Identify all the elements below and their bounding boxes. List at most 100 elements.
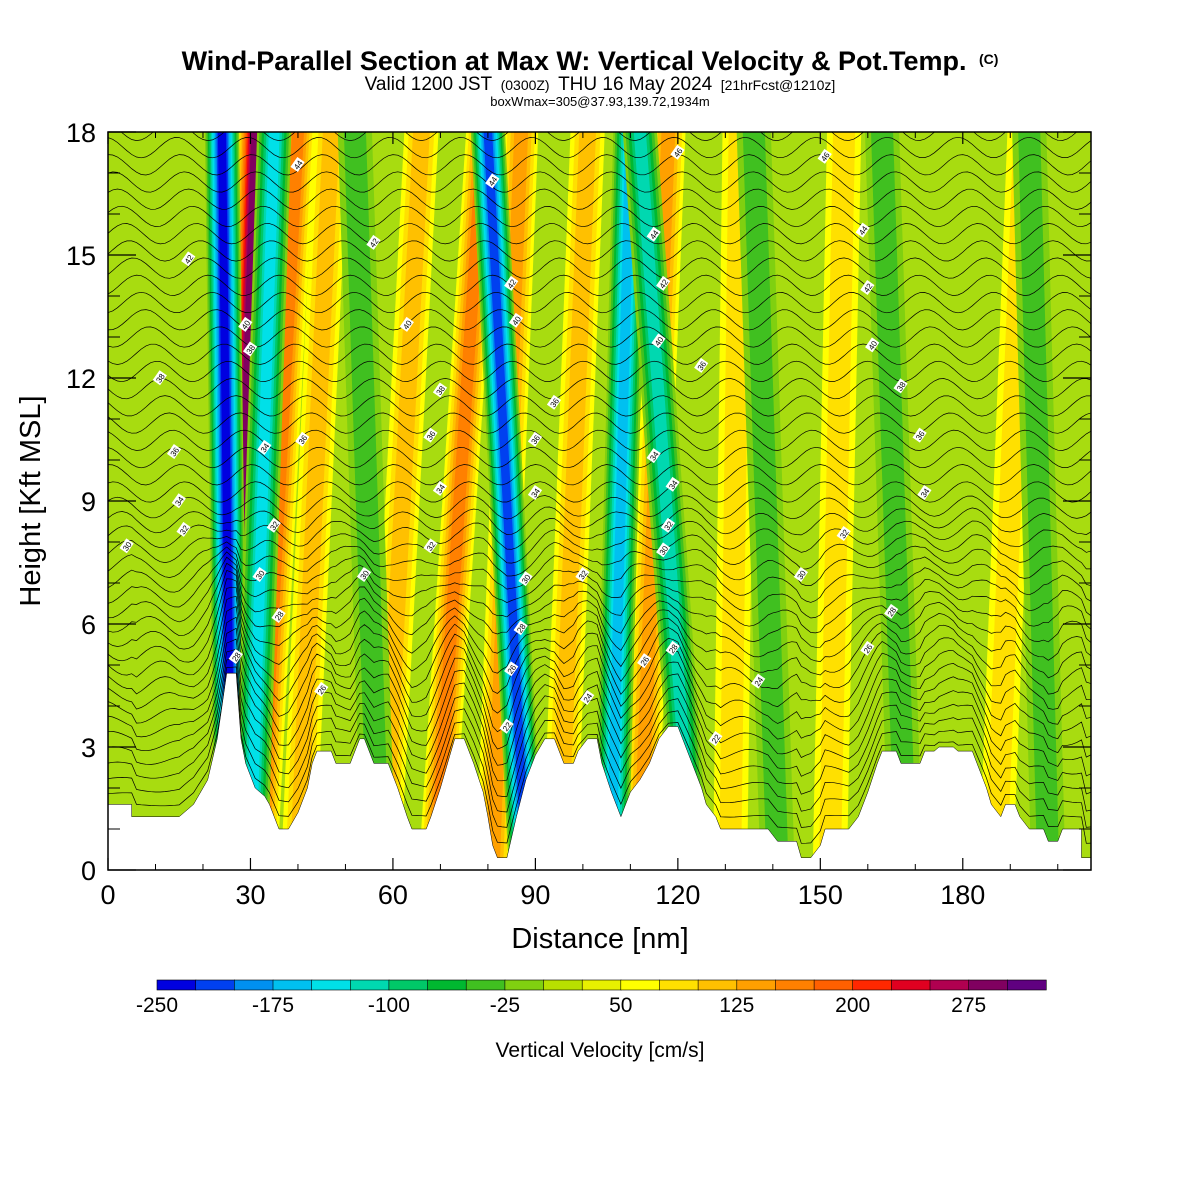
valid-time-line: Valid 1200 JST (0300Z) THU 16 May 2024 […: [365, 74, 836, 95]
isentrope-label: 44: [646, 226, 661, 242]
colorbar-swatch: [813, 979, 854, 991]
colorbar: [156, 979, 1047, 991]
isentrope-label-box: [257, 439, 272, 455]
y-tick-label: 12: [66, 364, 96, 394]
isentrope-label-box: [271, 608, 286, 624]
isentrope-label-box: [860, 280, 875, 296]
isentrope-line: [108, 666, 1091, 828]
isentrope-label: 38: [152, 370, 167, 386]
isentrope-label: 26: [637, 653, 652, 669]
colorbar-swatch: [891, 979, 931, 991]
isentrope-label: 30: [793, 567, 809, 583]
isentrope-line: [108, 223, 1091, 245]
isentrope-label: 24: [580, 690, 595, 706]
isentrope-label: 28: [665, 640, 680, 656]
isentrope-label-box: [181, 251, 196, 267]
isentrope-label-box: [266, 517, 281, 533]
isentrope-label-box: [314, 681, 329, 697]
isentrope-label-box: [646, 226, 661, 242]
isentrope-line: [108, 638, 1091, 782]
isentrope-line: [108, 569, 1091, 662]
isentrope-label-box: [708, 731, 723, 747]
isentrope-label: 34: [257, 439, 272, 455]
isentrope-label-box: [242, 341, 258, 357]
isentrope-label-box: [485, 173, 500, 189]
isentrope-line: [108, 136, 1091, 159]
isentrope-label-box: [152, 370, 167, 386]
downdraft-band-4: [633, 132, 699, 870]
isentrope-line: [108, 378, 1091, 400]
isentrope-label-box: [865, 337, 880, 353]
colorbar-swatch: [775, 979, 815, 991]
x-tick-label: 30: [235, 880, 265, 910]
colorbar-tick-label: 200: [835, 994, 870, 1017]
colorbar-swatch: [388, 979, 429, 991]
isentrope-label: 38: [432, 382, 447, 398]
isentrope-label: 26: [314, 681, 329, 697]
colorbar-swatch: [929, 979, 970, 991]
updraft-band-2: [289, 132, 340, 870]
isentrope-label-box: [432, 480, 448, 496]
isentrope-label-box: [860, 640, 875, 656]
isentrope-label: 38: [242, 341, 258, 357]
colorbar-swatch: [581, 979, 622, 991]
isentrope-labels: 44 44 46 46 44 44 42 42 42 42 42 40 40 40 40 40 38 38 38 36…: [119, 144, 932, 747]
isentrope-label: 34: [527, 485, 542, 501]
isentrope-line: [108, 546, 1091, 603]
x-tick-label: 0: [100, 880, 115, 910]
colorbar-tick-label: 275: [951, 994, 986, 1017]
isentrope-label: 42: [860, 280, 875, 296]
isentrope-label-box: [238, 316, 253, 332]
isentrope-label-box: [751, 673, 766, 689]
isentrope-label-box: [171, 493, 186, 509]
colorbar-swatch: [697, 979, 738, 991]
isentrope-label-box: [912, 427, 927, 443]
isentrope-line: [120, 132, 1078, 141]
isentrope-line: [108, 506, 1091, 536]
isentrope-line: [108, 309, 1091, 331]
y-tick-label: 15: [66, 241, 96, 271]
isentrope-line: [108, 291, 1091, 314]
y-axis-label: Height [Kft MSL]: [15, 395, 47, 606]
isentrope-label: 30: [518, 571, 533, 587]
isentrope-line: [108, 274, 1091, 296]
isentrope-line: [108, 672, 1091, 844]
isentrope-line: [108, 481, 1091, 503]
isentrope-label-box: [855, 222, 870, 238]
isentrope-label: 26: [504, 661, 519, 677]
isentrope-label: 32: [836, 526, 851, 542]
isentrope-label: 36: [166, 444, 182, 460]
isentrope-label-box: [793, 567, 809, 583]
plot-area: 44 44 46 46 44 44 42 42 42 42 42 40 40 40 40 40 38 38 38 36…: [108, 132, 1091, 870]
isentrope-label-box: [575, 567, 590, 583]
downdraft-band-1: [245, 132, 280, 870]
isentrope-label-box: [917, 485, 932, 501]
isentrope-label-box: [356, 567, 372, 583]
isentrope-label-box: [836, 526, 851, 542]
colorbar-tick-label: 50: [609, 994, 632, 1017]
isentrope-line: [108, 648, 1091, 797]
isentrope-label-box: [166, 444, 182, 460]
isentrope-line: [108, 578, 1091, 679]
isentrope-label: 36: [527, 431, 542, 447]
isentrope-label-box: [119, 538, 134, 554]
colorbar-swatch: [427, 979, 467, 991]
isentrope-label-box: [660, 517, 676, 533]
isentrope-lines: [108, 132, 1091, 844]
colorbar-label: Vertical Velocity [cm/s]: [496, 1039, 705, 1062]
isentrope-label-box: [884, 603, 899, 619]
valid-utc: (0300Z): [501, 77, 550, 93]
colorbar-swatch: [465, 979, 506, 991]
isentrope-label-box: [646, 448, 661, 464]
isentrope-label: 44: [290, 157, 305, 173]
colorbar-swatch: [311, 979, 351, 991]
colorbar-swatch: [736, 979, 777, 991]
isentrope-label: 32: [176, 521, 191, 537]
isentrope-label: 46: [817, 148, 832, 164]
isentrope-label: 40: [399, 316, 414, 332]
isentrope-label: 28: [271, 608, 286, 624]
isentrope-line: [108, 188, 1091, 210]
isentrope-line: [108, 412, 1091, 434]
